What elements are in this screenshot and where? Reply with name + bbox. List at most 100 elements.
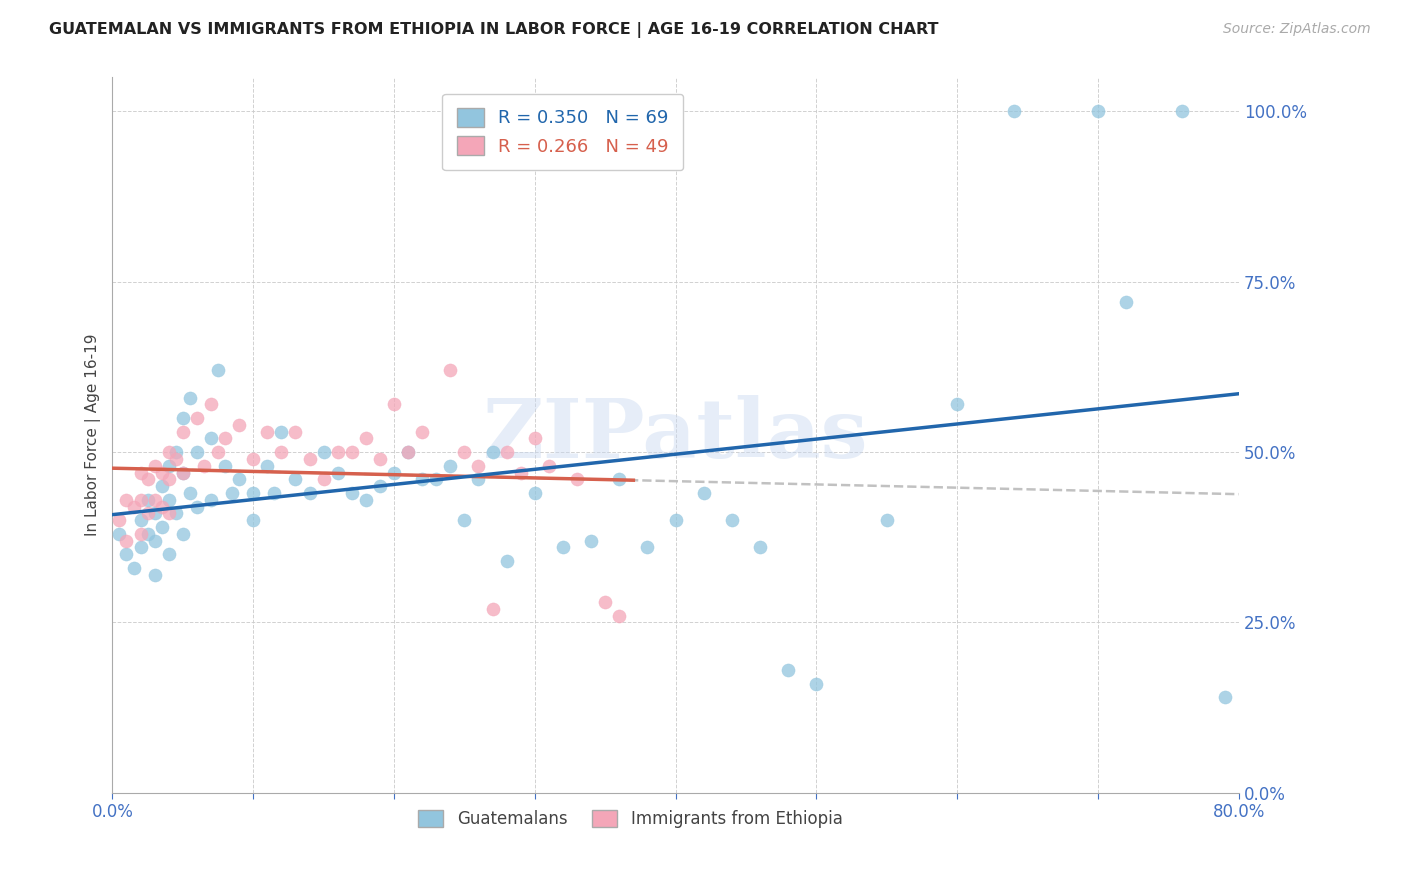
Point — [1171, 104, 1194, 119]
Point — [382, 466, 405, 480]
Point — [340, 486, 363, 500]
Point — [172, 425, 194, 439]
Point — [122, 500, 145, 514]
Point — [467, 472, 489, 486]
Point — [340, 445, 363, 459]
Text: GUATEMALAN VS IMMIGRANTS FROM ETHIOPIA IN LABOR FORCE | AGE 16-19 CORRELATION CH: GUATEMALAN VS IMMIGRANTS FROM ETHIOPIA I… — [49, 22, 939, 38]
Point — [207, 445, 229, 459]
Point — [778, 663, 800, 677]
Point — [150, 479, 173, 493]
Point — [298, 486, 321, 500]
Point — [284, 425, 307, 439]
Point — [136, 526, 159, 541]
Point — [326, 466, 349, 480]
Point — [157, 547, 180, 561]
Point — [157, 492, 180, 507]
Point — [806, 676, 828, 690]
Point — [186, 500, 208, 514]
Point — [396, 445, 419, 459]
Point — [186, 445, 208, 459]
Point — [439, 363, 461, 377]
Point — [172, 466, 194, 480]
Point — [607, 608, 630, 623]
Point — [749, 541, 772, 555]
Point — [136, 472, 159, 486]
Point — [186, 411, 208, 425]
Point — [172, 526, 194, 541]
Point — [467, 458, 489, 473]
Point — [150, 520, 173, 534]
Point — [453, 445, 475, 459]
Point — [411, 425, 433, 439]
Point — [115, 492, 138, 507]
Point — [636, 541, 658, 555]
Text: ZIPatlas: ZIPatlas — [482, 395, 869, 475]
Point — [326, 445, 349, 459]
Point — [143, 492, 166, 507]
Point — [136, 492, 159, 507]
Point — [593, 595, 616, 609]
Point — [354, 492, 377, 507]
Point — [509, 466, 531, 480]
Point — [143, 458, 166, 473]
Point — [172, 466, 194, 480]
Point — [200, 432, 222, 446]
Point — [523, 432, 546, 446]
Point — [165, 507, 187, 521]
Point — [143, 533, 166, 548]
Point — [1087, 104, 1109, 119]
Point — [193, 458, 215, 473]
Point — [607, 472, 630, 486]
Point — [481, 601, 503, 615]
Point — [270, 445, 292, 459]
Point — [368, 451, 391, 466]
Point — [179, 391, 201, 405]
Point — [221, 486, 243, 500]
Point — [270, 425, 292, 439]
Point — [1213, 690, 1236, 705]
Point — [200, 397, 222, 411]
Point — [312, 445, 335, 459]
Point — [263, 486, 285, 500]
Y-axis label: In Labor Force | Age 16-19: In Labor Force | Age 16-19 — [86, 334, 101, 536]
Point — [179, 486, 201, 500]
Point — [129, 541, 152, 555]
Point — [396, 445, 419, 459]
Point — [551, 541, 574, 555]
Point — [200, 492, 222, 507]
Point — [122, 561, 145, 575]
Point — [284, 472, 307, 486]
Point — [157, 507, 180, 521]
Point — [129, 466, 152, 480]
Text: Source: ZipAtlas.com: Source: ZipAtlas.com — [1223, 22, 1371, 37]
Point — [108, 513, 131, 527]
Point — [665, 513, 688, 527]
Point — [228, 417, 250, 432]
Point — [256, 425, 278, 439]
Point — [136, 507, 159, 521]
Point — [876, 513, 898, 527]
Point — [242, 513, 264, 527]
Point — [368, 479, 391, 493]
Point — [165, 451, 187, 466]
Point — [721, 513, 744, 527]
Point — [129, 513, 152, 527]
Point — [242, 451, 264, 466]
Point — [150, 500, 173, 514]
Point — [579, 533, 602, 548]
Point — [354, 432, 377, 446]
Point — [115, 547, 138, 561]
Point — [108, 526, 131, 541]
Point — [425, 472, 447, 486]
Point — [1002, 104, 1025, 119]
Point — [165, 445, 187, 459]
Point — [693, 486, 716, 500]
Point — [157, 472, 180, 486]
Legend: Guatemalans, Immigrants from Ethiopia: Guatemalans, Immigrants from Ethiopia — [412, 803, 849, 834]
Point — [143, 507, 166, 521]
Point — [242, 486, 264, 500]
Point — [129, 492, 152, 507]
Point — [256, 458, 278, 473]
Point — [214, 458, 236, 473]
Point — [129, 526, 152, 541]
